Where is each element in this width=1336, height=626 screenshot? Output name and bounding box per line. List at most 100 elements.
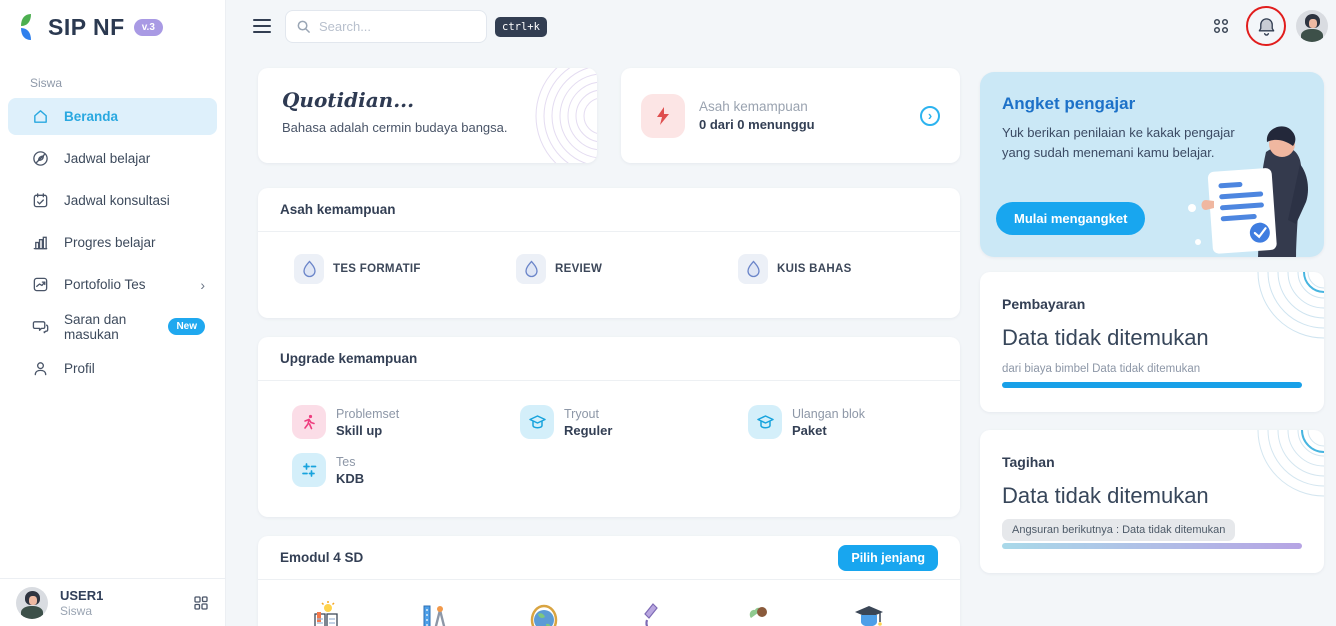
emodul-grad-cap-icon[interactable] xyxy=(852,600,960,626)
upgrade-item-tes-kdb[interactable]: Tes KDB xyxy=(292,453,520,487)
asah-summary-card[interactable]: Asah kemampuan 0 dari 0 menunggu › xyxy=(621,68,960,163)
emodul-microscope-icon[interactable] xyxy=(635,600,743,626)
upgrade-section-card: Upgrade kemampuan Problemset Skill up Tr… xyxy=(258,337,960,517)
asah-item-label: TES FORMATIF xyxy=(333,263,421,275)
sidebar-item-progres-belajar[interactable]: Progres belajar xyxy=(8,224,217,261)
water-drop-icon xyxy=(524,260,538,278)
water-drop-icon xyxy=(302,260,316,278)
leaf-circle-icon xyxy=(32,150,50,168)
sidebar: SIP NF v.3 Siswa Beranda Jadwal belajar … xyxy=(0,0,226,626)
sidebar-item-label: Jadwal konsultasi xyxy=(64,193,170,208)
quote-card: Quotidian... Bahasa adalah cermin budaya… xyxy=(258,68,597,163)
chat-bubbles-icon xyxy=(32,318,50,336)
pembayaran-progress-bar xyxy=(1002,382,1302,388)
upgrade-item-name: KDB xyxy=(336,470,365,486)
emodul-book-icon[interactable] xyxy=(310,600,418,626)
home-icon xyxy=(32,108,50,126)
bell-icon[interactable] xyxy=(1256,16,1277,37)
upgrade-item-name: Skill up xyxy=(336,422,383,438)
sidebar-item-portofolio-tes[interactable]: Portofolio Tes › xyxy=(8,266,217,303)
tagihan-progress-bar xyxy=(1002,543,1302,549)
tagihan-title: Tagihan xyxy=(1002,454,1055,470)
asah-item-label: KUIS BAHAS xyxy=(777,263,852,275)
sidebar-item-saran-dan-masukan[interactable]: Saran dan masukan New xyxy=(8,308,217,345)
app-title: SIP NF xyxy=(48,13,125,40)
quote-title: Quotidian... xyxy=(282,88,415,112)
keyboard-shortcut-badge: ctrl+k xyxy=(495,16,547,37)
emodul-person-icon[interactable] xyxy=(743,600,851,626)
asah-section-card: Asah kemampuan TES FORMATIF REVIEW KUIS … xyxy=(258,188,960,318)
avatar xyxy=(1296,10,1328,42)
pembayaran-value: Data tidak ditemukan xyxy=(1002,325,1209,350)
person-icon xyxy=(32,360,50,378)
profile-avatar[interactable] xyxy=(1296,10,1328,42)
tagihan-badge: Angsuran berikutnya : Data tidak ditemuk… xyxy=(1002,519,1236,541)
search-bar[interactable]: ctrl+k xyxy=(285,10,547,43)
apps-grid-icon[interactable] xyxy=(1212,17,1230,35)
upgrade-section-title: Upgrade kemampuan xyxy=(258,337,960,381)
menu-toggle-icon[interactable] xyxy=(253,19,271,33)
leaf-logo-icon xyxy=(21,14,31,40)
lightning-icon xyxy=(657,106,669,125)
line-chart-icon xyxy=(32,276,50,294)
sidebar-item-jadwal-belajar[interactable]: Jadwal belajar xyxy=(8,140,217,177)
search-icon xyxy=(297,20,310,33)
emodul-section-card: Emodul 4 SD Pilih jenjang xyxy=(258,536,960,626)
asah-summary-title: Asah kemampuan xyxy=(699,99,808,114)
sidebar-item-label: Jadwal belajar xyxy=(64,151,151,166)
asah-summary-count: 0 dari 0 menunggu xyxy=(699,117,815,132)
mulai-mengangket-button[interactable]: Mulai mengangket xyxy=(996,202,1146,235)
app-logo[interactable]: SIP NF v.3 xyxy=(0,0,225,42)
quote-text: Bahasa adalah cermin budaya bangsa. xyxy=(282,120,508,135)
sidebar-item-label: Portofolio Tes xyxy=(64,277,146,292)
sidebar-item-beranda[interactable]: Beranda xyxy=(8,98,217,135)
asah-item-label: REVIEW xyxy=(555,263,603,275)
notification-annotation-circle[interactable] xyxy=(1246,6,1286,46)
search-input[interactable] xyxy=(319,19,495,34)
grid-plus-icon xyxy=(302,463,317,477)
lightning-icon-box xyxy=(641,93,685,138)
switch-app-icon[interactable] xyxy=(193,595,209,611)
tagihan-value: Data tidak ditemukan xyxy=(1002,483,1209,508)
drop-icon-box xyxy=(738,254,768,284)
drop-icon-box xyxy=(516,254,546,284)
go-arrow-icon[interactable]: › xyxy=(920,105,940,126)
water-drop-icon xyxy=(746,260,760,278)
asah-section-title: Asah kemampuan xyxy=(258,188,960,232)
sidebar-item-profil[interactable]: Profil xyxy=(8,350,217,387)
emodul-globe-icon[interactable] xyxy=(527,600,635,626)
version-badge: v.3 xyxy=(133,18,163,36)
runner-icon xyxy=(304,414,315,430)
upgrade-item-tryout[interactable]: Tryout Reguler xyxy=(520,405,748,439)
angket-body: Yuk berikan penilaian ke kakak pengajar … xyxy=(1002,125,1235,161)
angket-card: Angket pengajar Yuk berikan penilaian ke… xyxy=(980,72,1324,257)
sidebar-item-label: Beranda xyxy=(64,109,119,124)
decorative-arcs xyxy=(535,68,597,163)
upgrade-item-ulangan-blok[interactable]: Ulangan blok Paket xyxy=(748,405,976,439)
new-badge: New xyxy=(168,318,205,335)
sidebar-item-jadwal-konsultasi[interactable]: Jadwal konsultasi xyxy=(8,182,217,219)
asah-item-review[interactable]: REVIEW xyxy=(516,254,738,284)
sidebar-user-panel[interactable]: USER1 Siswa xyxy=(0,578,225,626)
emodul-ruler-compass-icon[interactable] xyxy=(418,600,526,626)
survey-illustration xyxy=(1188,126,1308,257)
upgrade-item-category: Tes xyxy=(336,454,356,469)
pembayaran-subtitle: dari biaya bimbel Data tidak ditemukan xyxy=(1002,363,1201,375)
asah-item-tes-formatif[interactable]: TES FORMATIF xyxy=(294,254,516,284)
pembayaran-card: Pembayaran Data tidak ditemukan dari bia… xyxy=(980,272,1324,412)
calendar-check-icon xyxy=(32,192,50,210)
sidebar-item-label: Profil xyxy=(64,361,95,376)
upgrade-item-problemset[interactable]: Problemset Skill up xyxy=(292,405,520,439)
user-name: USER1 xyxy=(60,587,104,603)
emodul-section-title: Emodul 4 SD xyxy=(280,550,364,565)
chevron-right-icon: › xyxy=(200,276,205,293)
sidebar-section-label: Siswa xyxy=(30,76,63,90)
pilih-jenjang-button[interactable]: Pilih jenjang xyxy=(838,544,938,571)
sidebar-item-label: Progres belajar xyxy=(64,235,156,250)
asah-item-kuis-bahas[interactable]: KUIS BAHAS xyxy=(738,254,960,284)
user-avatar xyxy=(16,586,48,619)
upgrade-item-category: Tryout xyxy=(564,406,599,421)
sidebar-item-label: Saran dan masukan xyxy=(64,311,127,342)
bar-chart-icon xyxy=(32,234,50,252)
topbar-actions xyxy=(1212,0,1328,52)
